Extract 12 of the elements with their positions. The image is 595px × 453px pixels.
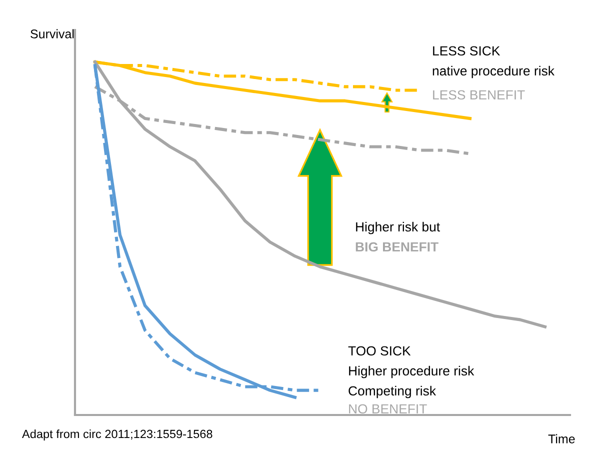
annotation: native procedure risk [432,66,554,78]
annotation: Competing risk [348,386,436,398]
annotation: Higher risk but [356,222,440,234]
annotation: Higher procedure risk [349,366,474,378]
y-axis-title: Survival [30,29,74,38]
text: LESS SICK [433,46,500,56]
annotation: BIG BENEFIT [356,242,438,252]
text: Adapt from circ 2011;123:1559-1568 [22,429,212,441]
x-axis-title: Time [548,434,575,444]
annotation: LESS BENEFIT [433,90,525,100]
annotation: TOO SICK [348,346,411,356]
annotation: NO BENEFIT [349,404,427,414]
